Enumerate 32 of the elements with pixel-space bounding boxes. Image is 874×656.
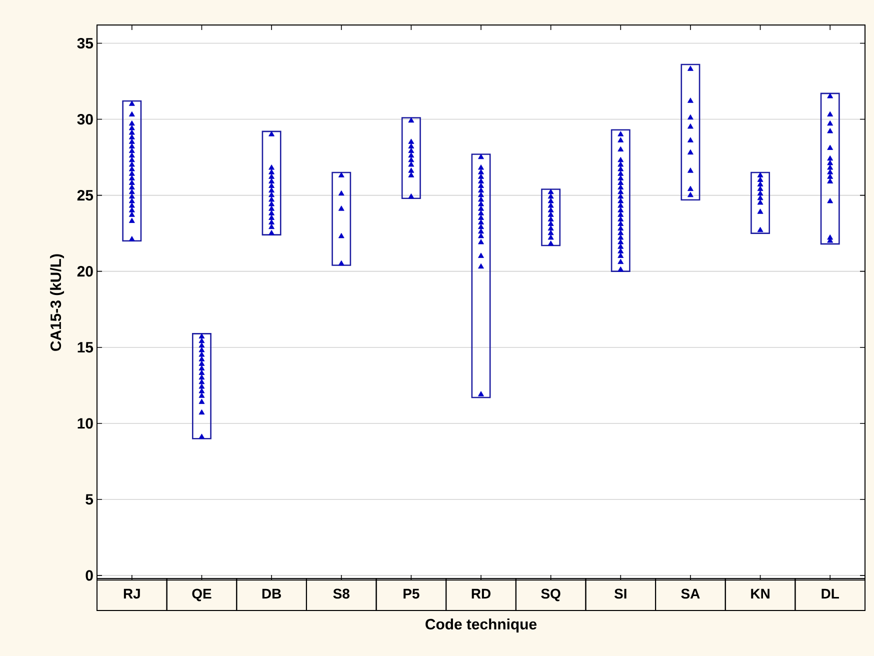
y-tick-label: 15 (78, 342, 94, 353)
y-axis-title: CA15-3 (kU/L) (50, 254, 64, 351)
x-axis-title: Code technique (426, 618, 537, 632)
x-tick-label: SA (681, 588, 700, 599)
x-tick-label: S8 (333, 588, 350, 599)
x-tick-label: P5 (404, 588, 420, 599)
x-tick-label: RJ (124, 588, 140, 599)
x-tick-label: RD (472, 588, 490, 598)
y-tick-label: 20 (77, 266, 93, 277)
bar (471, 154, 491, 398)
bar (541, 188, 561, 246)
x-tick-label: QE (192, 588, 212, 602)
bar (262, 130, 282, 236)
y-tick-label: 35 (77, 38, 94, 49)
bar (820, 92, 840, 245)
x-tick-label: SQ (541, 588, 560, 602)
x-tick-label: DL (822, 588, 839, 598)
y-tick-label: 30 (77, 114, 93, 125)
x-tick-label: DB (262, 588, 281, 598)
bar (401, 117, 421, 199)
bar (610, 129, 630, 272)
bar (332, 172, 352, 266)
bar (192, 333, 212, 440)
y-tick-label: 10 (78, 418, 93, 429)
x-tick-label: SI (614, 588, 626, 599)
bar (680, 64, 700, 201)
y-tick-label: 25 (77, 190, 94, 201)
y-tick-label: 5 (86, 494, 94, 505)
x-tick-label: KN (751, 588, 770, 598)
bar (750, 172, 770, 234)
bar (122, 100, 142, 242)
y-tick-label: 0 (86, 570, 93, 581)
